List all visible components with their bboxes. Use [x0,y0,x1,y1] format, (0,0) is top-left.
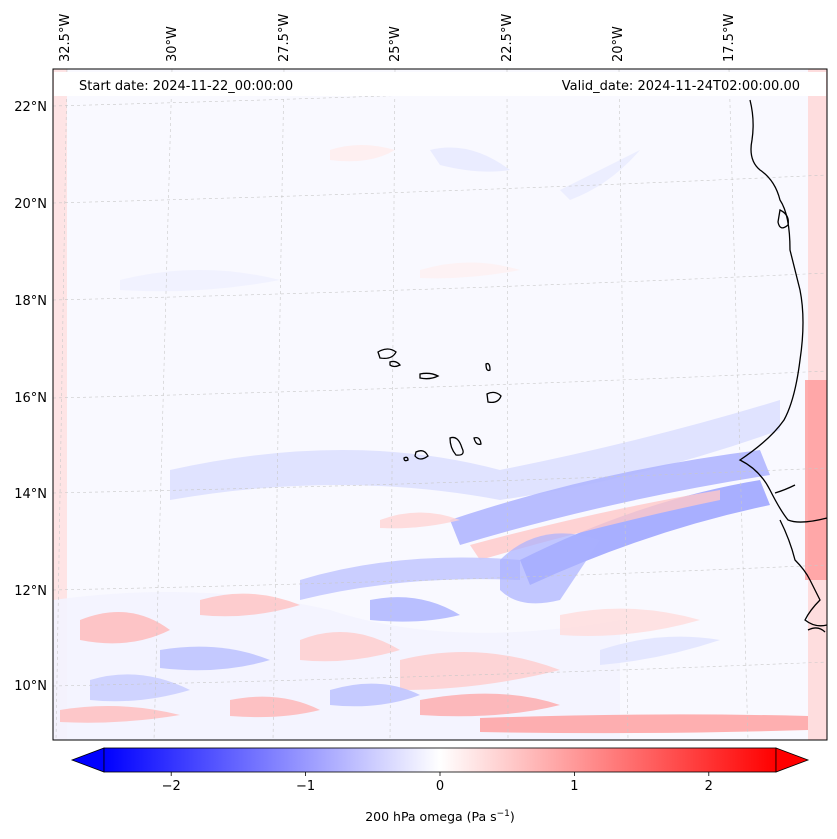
map-frame [52,68,828,741]
coastlines [377,99,828,633]
gridlines [52,68,828,741]
latitude-labels: 22°N 20°N 18°N 16°N 14°N 12°N 10°N [14,100,47,694]
lon-label: 32.5°W [58,14,73,62]
lon-label: 27.5°W [277,14,292,62]
colorbar: −2 −1 0 1 2 200 hPa omega (Pa s−1) [70,747,810,824]
lat-label: 14°N [14,487,47,502]
africa-coastline [738,99,828,523]
lat-label: 20°N [14,197,47,212]
colorbar-tick-label: −2 [162,779,181,794]
colorbar-label: 200 hPa omega (Pa s−1) [365,809,515,824]
colorbar-high-extend [775,747,810,773]
lon-label: 30°W [165,26,180,62]
cape-verde-islands [377,348,397,360]
lon-label: 20°W [611,26,626,62]
map-panel: Start date: 2024-11-22_00:00:00 Valid_da… [52,68,828,741]
colorbar-tick-label: 0 [436,779,444,794]
colorbar-label-main: 200 hPa omega (Pa s [365,809,496,824]
colorbar-low-extend [70,747,105,773]
longitude-labels: 32.5°W 30°W 27.5°W 25°W 22.5°W 20°W 17.5… [58,14,737,62]
lon-label: 22.5°W [500,14,515,62]
lat-label: 10°N [14,679,47,694]
lat-label: 18°N [14,294,47,309]
lon-label: 17.5°W [722,14,737,62]
valid-date-label: Valid_date: 2024-11-24T02:00:00.00 [562,79,800,94]
colorbar-scale [103,747,777,773]
colorbar-ticks: −2 −1 0 1 2 [162,772,713,794]
omega-field [53,69,827,740]
colorbar-label-sup: −1 [497,809,510,819]
lon-label: 25°W [388,26,403,62]
start-date-label: Start date: 2024-11-22_00:00:00 [79,79,293,94]
header-banner [54,72,826,96]
lat-label: 12°N [14,584,47,599]
colorbar-tick-label: 2 [705,779,713,794]
colorbar-tick-label: −1 [296,779,315,794]
colorbar-label-close: ) [510,809,515,824]
lat-label: 16°N [14,391,47,406]
colorbar-tick-label: 1 [570,779,578,794]
lat-label: 22°N [14,100,47,115]
